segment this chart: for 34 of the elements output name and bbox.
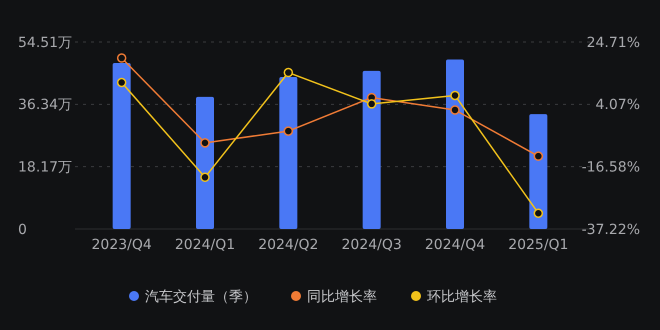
point [200, 172, 210, 182]
point [450, 90, 460, 100]
x-tick-label: 2024/Q1 [174, 237, 236, 253]
legend-label: 同比增长率 [307, 288, 377, 305]
bar [362, 70, 381, 229]
y2-tick-label: 24.71% [586, 34, 640, 51]
bar [279, 77, 298, 229]
legend-label: 环比增长率 [427, 288, 497, 305]
y-tick-label: 36.34万 [18, 97, 72, 114]
x-tick-label: 2024/Q4 [424, 237, 486, 253]
point [116, 53, 126, 63]
y-tick-label: 54.51万 [18, 34, 72, 51]
point [200, 138, 210, 148]
point [534, 208, 544, 218]
legend-label: 汽车交付量（季） [145, 288, 257, 305]
point [450, 105, 460, 115]
y-tick-label: 18.17万 [18, 160, 72, 176]
point [366, 99, 376, 109]
x-tick-label: 2024/Q2 [258, 237, 318, 253]
point [284, 68, 294, 78]
y2-tick-label: 4.07% [596, 97, 640, 114]
point [116, 78, 126, 88]
x-tick-label: 2025/Q1 [508, 237, 568, 253]
y2-tick-label: -16.58% [582, 160, 640, 176]
x-tick-label: 2023/Q4 [92, 237, 152, 253]
point [534, 151, 544, 161]
bar [529, 114, 548, 229]
bar [446, 60, 464, 229]
y2-tick-label: -37.22% [582, 222, 640, 238]
point [284, 126, 294, 136]
x-tick-label: 2024/Q3 [342, 237, 402, 253]
bar [112, 62, 131, 229]
bar [196, 96, 214, 229]
y-tick-label: 0 [18, 222, 27, 238]
